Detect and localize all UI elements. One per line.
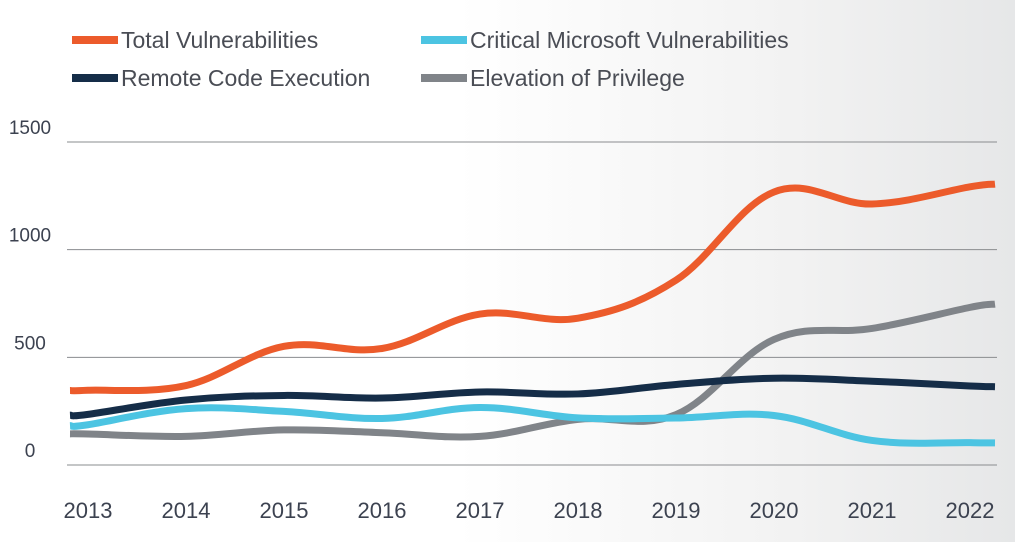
x-tick-label: 2022	[946, 498, 995, 523]
legend-swatch	[72, 36, 118, 44]
series-line-remote-code-execution	[69, 374, 996, 420]
legend-label: Remote Code Execution	[121, 65, 370, 91]
x-tick-label: 2020	[750, 498, 799, 523]
y-tick-label: 0	[25, 441, 36, 462]
x-tick-label: 2017	[456, 498, 505, 523]
grid-lines	[67, 141, 997, 466]
y-tick-label: 1500	[9, 118, 51, 139]
series-line-elevation-of-privilege	[69, 300, 996, 441]
legend-label: Critical Microsoft Vulnerabilities	[470, 27, 789, 53]
x-tick-label: 2016	[358, 498, 407, 523]
series-lines	[69, 180, 996, 447]
legend-swatch	[421, 36, 467, 44]
y-tick-label: 1000	[9, 226, 51, 247]
y-axis-ticks: 1500 1000 500 0	[9, 118, 51, 462]
series-line-total-vulnerabilities	[69, 180, 996, 395]
x-tick-label: 2015	[260, 498, 309, 523]
y-tick-label: 500	[14, 333, 46, 354]
legend-label: Total Vulnerabilities	[121, 27, 318, 53]
x-tick-label: 2018	[554, 498, 603, 523]
legend-swatch	[421, 74, 467, 82]
legend-swatch	[72, 74, 118, 82]
x-tick-label: 2013	[64, 498, 113, 523]
series-line-critical-microsoft-vulnerabilities	[69, 404, 996, 447]
legend: Total Vulnerabilities Critical Microsoft …	[72, 27, 789, 91]
x-axis-ticks: 2013 2014 2015 2016 2017 2018 2019 2020 2021 2022	[64, 498, 995, 523]
legend-label: Elevation of Privilege	[470, 65, 685, 91]
x-tick-label: 2021	[848, 498, 897, 523]
x-tick-label: 2014	[162, 498, 211, 523]
x-tick-label: 2019	[652, 498, 701, 523]
